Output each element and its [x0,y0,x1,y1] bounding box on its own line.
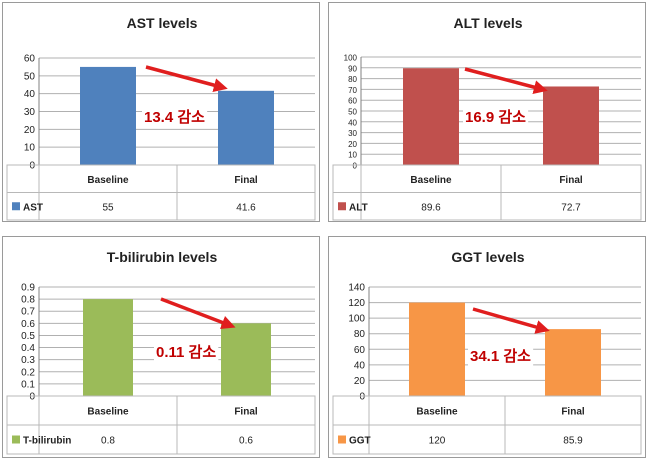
x-tick-label: Baseline [416,407,458,418]
legend-label: AST [23,202,43,213]
annotation-label: 16.9 감소 [465,108,526,126]
x-tick-label: Final [234,407,258,418]
y-tick-label: 60 [348,97,357,106]
annotation-background [468,346,534,366]
annotation-background [463,107,529,127]
y-tick-label: 0.8 [21,295,35,306]
y-tick-label: 80 [348,75,357,84]
y-tick-label: 0.1 [21,379,35,390]
data-label: 120 [429,436,446,447]
x-tick-label: Final [559,175,583,186]
legend-swatch [12,202,20,211]
chart-panel-ast: AST levels 0 10 20 30 40 50 60 Baseline Final AST 5… [2,2,320,222]
y-tick-label: 60 [354,345,366,356]
chart-panel-t-bilirubin: T-bilirubin levels 0 0.1 0.2 0.3 0.4 0.5 0.6 0.7… [2,236,320,458]
legend-swatch [338,202,346,211]
y-tick-label: 70 [348,86,357,95]
bar-baseline [83,299,133,396]
x-tick-label: Baseline [87,175,129,186]
x-tick-label: Final [561,407,585,418]
chart-ggt: GGT levels 0 20 40 60 80 100 120 140 Baseline Fina… [332,249,642,455]
y-tick-label: 0.5 [21,331,35,342]
y-tick-label: 10 [348,151,357,160]
y-tick-label: 20 [354,376,366,387]
decrease-arrow [472,307,550,334]
y-tick-label: 0.4 [21,343,35,354]
y-tick-label: 90 [348,64,357,73]
y-tick-label: 0 [29,161,35,172]
chart-title: T-bilirubin levels [107,249,218,265]
y-tick-label: 40 [348,118,357,127]
x-tick-label: Final [234,175,258,186]
bar-final [218,90,274,165]
chart-panel-ggt: GGT levels 0 20 40 60 80 100 120 140 Baseline Fina… [328,236,646,458]
y-tick-label: 0 [29,392,35,403]
y-tick-label: 40 [354,360,366,371]
data-label: 89.6 [421,202,441,213]
y-tick-label: 0.7 [21,307,35,318]
legend-swatch [12,435,20,444]
y-tick-label: 20 [348,140,357,149]
y-tick-label: 140 [348,283,365,294]
legend-swatch [338,435,346,444]
chart-title: AST levels [127,15,198,31]
y-tick-label: 50 [24,71,36,82]
legend-label: T-bilirubin [23,436,71,447]
data-label: 85.9 [563,436,583,447]
decrease-arrow [145,65,228,92]
y-tick-label: 10 [24,143,36,154]
data-label: 55 [102,202,114,213]
y-tick-label: 40 [24,89,36,100]
bar-baseline [403,68,459,165]
chart-ast: AST levels 0 10 20 30 40 50 60 Baseline Final AST 5… [6,15,316,221]
data-label: 0.8 [101,436,115,447]
bar-final [221,323,271,396]
data-label: 0.6 [239,436,253,447]
bar-baseline [80,66,136,165]
y-tick-label: 120 [348,298,365,309]
chart-panel-alt: ALT levels 0 10 20 30 40 50 60 70 80 90 100 Baseline… [328,2,646,222]
y-tick-label: 80 [354,329,366,340]
y-tick-label: 30 [24,107,36,118]
y-tick-label: 50 [348,108,357,117]
legend-label: ALT [349,202,368,213]
y-tick-label: 0.9 [21,283,35,294]
y-tick-label: 20 [24,125,36,136]
data-label: 41.6 [236,202,256,213]
decrease-arrow [160,297,236,330]
x-tick-label: Baseline [410,175,452,186]
y-tick-label: 0.6 [21,319,35,330]
chart-title: GGT levels [451,249,524,265]
annotation-label: 34.1 감소 [470,347,531,365]
annotation-label: 13.4 감소 [144,108,205,126]
y-tick-label: 60 [24,54,36,65]
data-label: 72.7 [561,202,581,213]
bar-baseline [409,302,465,396]
y-tick-label: 100 [344,54,358,63]
annotation-background [142,107,208,127]
chart-title: ALT levels [454,15,523,31]
decrease-arrow [464,67,548,94]
y-tick-label: 0 [359,392,365,403]
annotation-label: 0.11 감소 [156,343,216,361]
annotation-background [154,342,219,362]
bar-final [543,86,599,165]
legend-label: GGT [349,436,371,447]
y-tick-label: 0.3 [21,355,35,366]
y-tick-label: 30 [348,129,357,138]
y-tick-label: 0.2 [21,367,35,378]
chart-t-bilirubin: T-bilirubin levels00.10.20.30.40.50.60.7… [6,249,316,455]
bar-final [545,329,601,396]
y-tick-label: 0 [353,162,358,171]
y-tick-label: 100 [348,314,365,325]
x-tick-label: Baseline [87,407,129,418]
